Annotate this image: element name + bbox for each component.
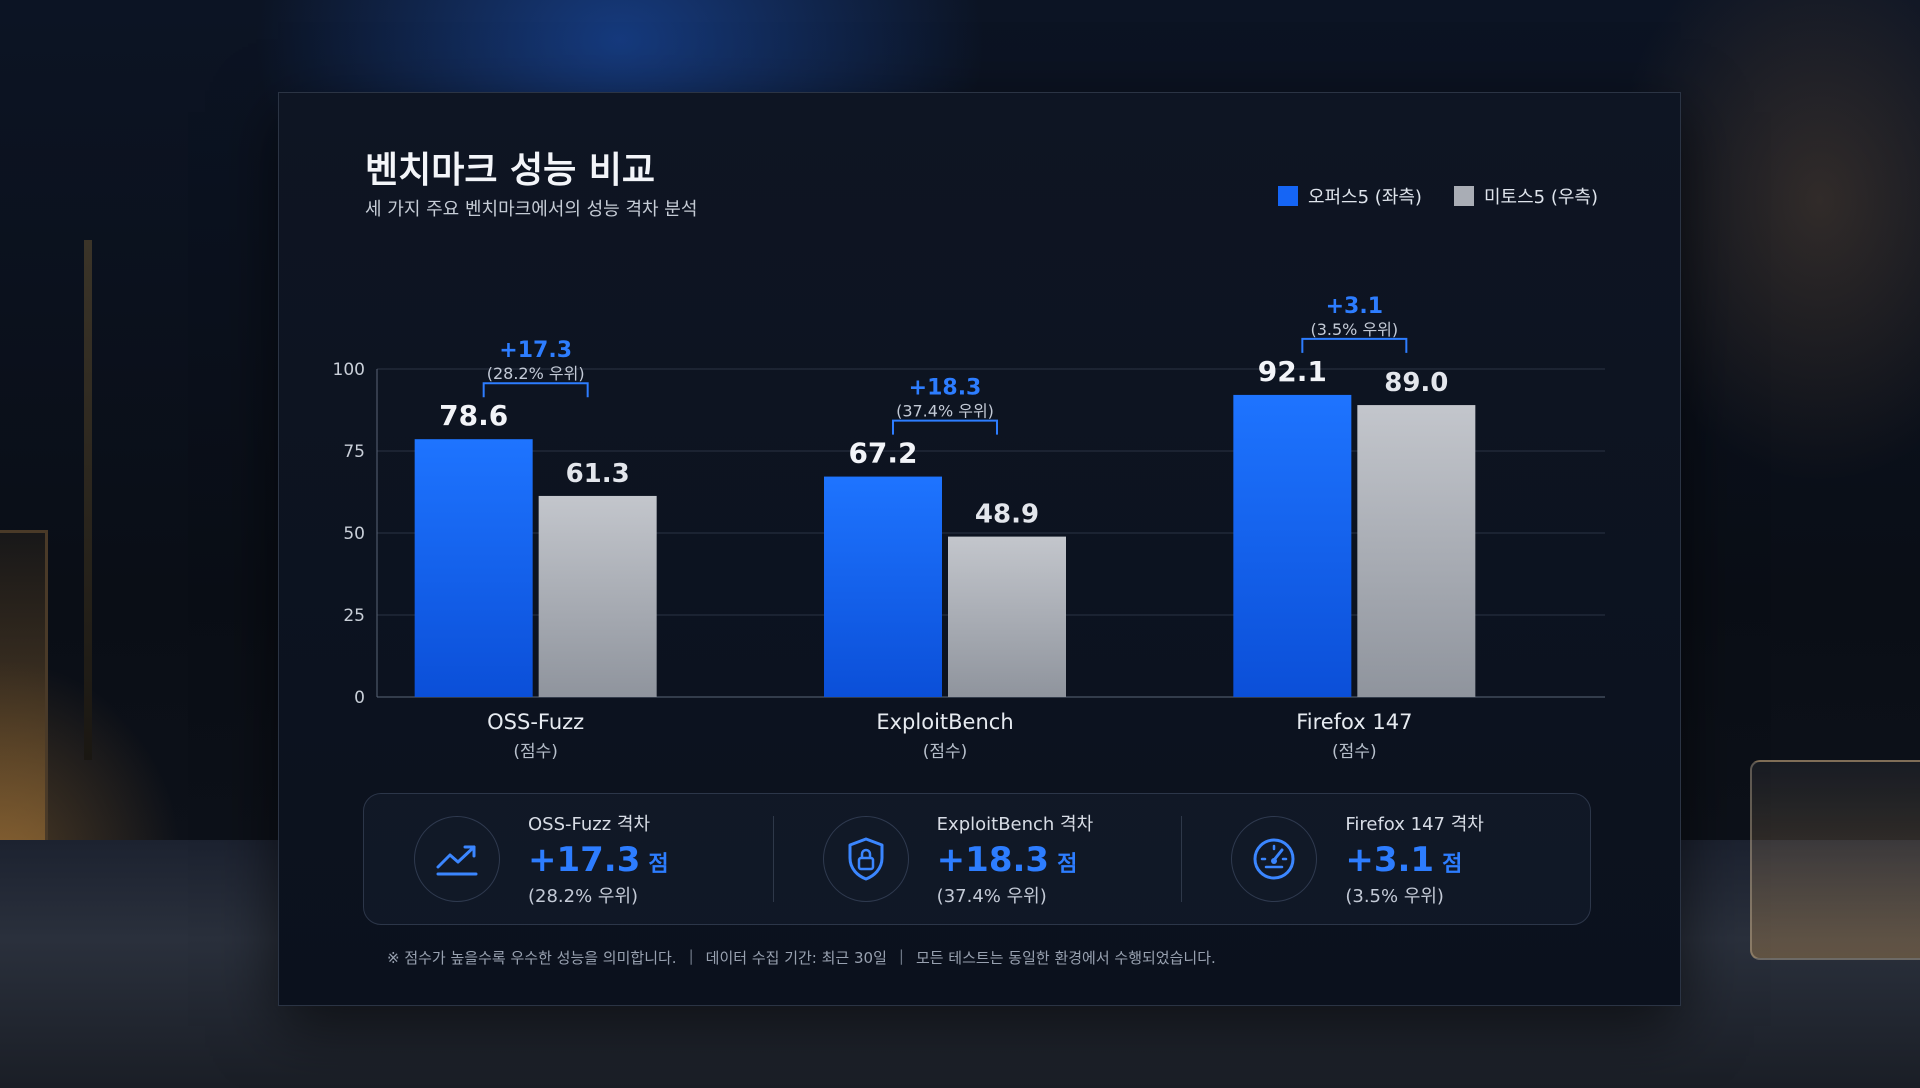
y-tick-label: 25 xyxy=(343,606,365,626)
bar-series-b xyxy=(1357,405,1476,697)
legend-label-series-a: 오퍼스5 (좌측) xyxy=(1307,187,1422,208)
summary-value: +18.3 xyxy=(936,840,1050,880)
background-plant-stem xyxy=(84,240,92,760)
footnote-note-1: ※ 점수가 높을수록 우수한 성능을 의미합니다. xyxy=(387,949,677,967)
legend-swatch-series-b xyxy=(1453,186,1474,206)
chart-legend: 오퍼스5 (좌측) 미토스5 (우측) xyxy=(1277,183,1598,209)
bar-value-label-series-a: 92.1 xyxy=(1258,355,1327,388)
bar-value-label-series-a: 78.6 xyxy=(439,399,508,432)
x-category-label: ExploitBench xyxy=(876,710,1013,734)
summary-percent: (3.5% 우위) xyxy=(1345,886,1444,907)
summary-unit: 점 xyxy=(1442,852,1463,877)
legend-label-series-b: 미토스5 (우측) xyxy=(1483,187,1598,208)
summary-label: ExploitBench 격차 xyxy=(936,814,1094,835)
footnote-separator: | xyxy=(688,947,694,965)
bar-value-label-series-b: 89.0 xyxy=(1384,368,1448,398)
gap-summary-panel: OSS-Fuzz 격차 +17.3 점 (28.2% 우위) ExploitBe… xyxy=(363,793,1591,925)
x-category-sublabel: (점수) xyxy=(513,742,558,762)
y-tick-label: 0 xyxy=(354,688,365,708)
background-glass xyxy=(1750,760,1920,960)
footnote-separator: | xyxy=(898,947,904,965)
x-category-label: OSS-Fuzz xyxy=(487,710,584,734)
summary-value: +3.1 xyxy=(1345,840,1435,880)
shield-lock-icon xyxy=(822,816,909,902)
summary-unit: 점 xyxy=(648,852,669,877)
gap-value-label: +3.1 xyxy=(1326,294,1383,319)
summary-label: Firefox 147 격차 xyxy=(1345,814,1484,835)
summary-card-oss-fuzz: OSS-Fuzz 격차 +17.3 점 (28.2% 우위) xyxy=(364,794,773,924)
chart-title: 벤치마크 성능 비교 xyxy=(365,150,656,191)
summary-value: +17.3 xyxy=(528,840,641,880)
trend-up-icon xyxy=(414,816,500,902)
footnote-note-3: 모든 테스트는 동일한 환경에서 수행되었습니다. xyxy=(915,949,1216,967)
bar-value-label-series-a: 67.2 xyxy=(848,437,917,470)
summary-card-firefox: Firefox 147 격차 +3.1 점 (3.5% 우위) xyxy=(1181,794,1590,924)
x-category-sublabel: (점수) xyxy=(923,742,968,762)
y-tick-label: 75 xyxy=(343,442,365,462)
bar-series-a xyxy=(414,439,533,697)
speedometer-icon xyxy=(1231,816,1318,902)
gap-percent-label: (28.2% 우위) xyxy=(487,364,585,383)
gap-percent-label: (37.4% 우위) xyxy=(896,402,994,421)
presentation-board: 벤치마크 성능 비교 세 가지 주요 벤치마크에서의 성능 격차 분석 오퍼스5… xyxy=(278,92,1681,1006)
gap-value-label: +18.3 xyxy=(909,376,982,401)
y-tick-label: 100 xyxy=(333,360,365,380)
summary-percent: (37.4% 우위) xyxy=(936,886,1047,907)
x-category-sublabel: (점수) xyxy=(1332,742,1377,762)
summary-percent: (28.2% 우위) xyxy=(528,886,639,907)
bar-chart: 0 25 50 75 100 78.6 61.3 +17.3(28.2% 우위) OSS-Fuz… xyxy=(333,294,1605,762)
bar-series-b xyxy=(538,495,657,697)
summary-card-exploitbench: ExploitBench 격차 +18.3 점 (37.4% 우위) xyxy=(772,794,1182,924)
bar-series-a xyxy=(824,476,942,697)
gap-bracket xyxy=(1301,337,1408,353)
legend-item-series-b: 미토스5 (우측) xyxy=(1453,183,1598,209)
gap-percent-label: (3.5% 우위) xyxy=(1310,320,1398,339)
gap-bracket xyxy=(482,382,589,398)
x-category-label: Firefox 147 xyxy=(1296,710,1412,734)
chart-subtitle: 세 가지 주요 벤치마크에서의 성능 격차 분석 xyxy=(365,199,698,220)
bar-value-label-series-b: 48.9 xyxy=(975,500,1039,530)
bar-series-b xyxy=(948,536,1066,697)
legend-item-series-a: 오퍼스5 (좌측) xyxy=(1277,183,1422,209)
gap-bracket xyxy=(892,419,998,435)
footnote: ※ 점수가 높을수록 우수한 성능을 의미합니다. | 데이터 수집 기간: 최… xyxy=(387,947,1216,968)
footnote-note-2: 데이터 수집 기간: 최근 30일 xyxy=(705,949,887,967)
bar-series-a xyxy=(1233,394,1352,697)
legend-swatch-series-a xyxy=(1277,186,1298,206)
gap-value-label: +17.3 xyxy=(499,338,572,363)
summary-unit: 점 xyxy=(1057,852,1078,877)
bar-value-label-series-b: 61.3 xyxy=(566,459,630,489)
summary-label: OSS-Fuzz 격차 xyxy=(528,814,651,835)
y-tick-label: 50 xyxy=(343,524,365,544)
